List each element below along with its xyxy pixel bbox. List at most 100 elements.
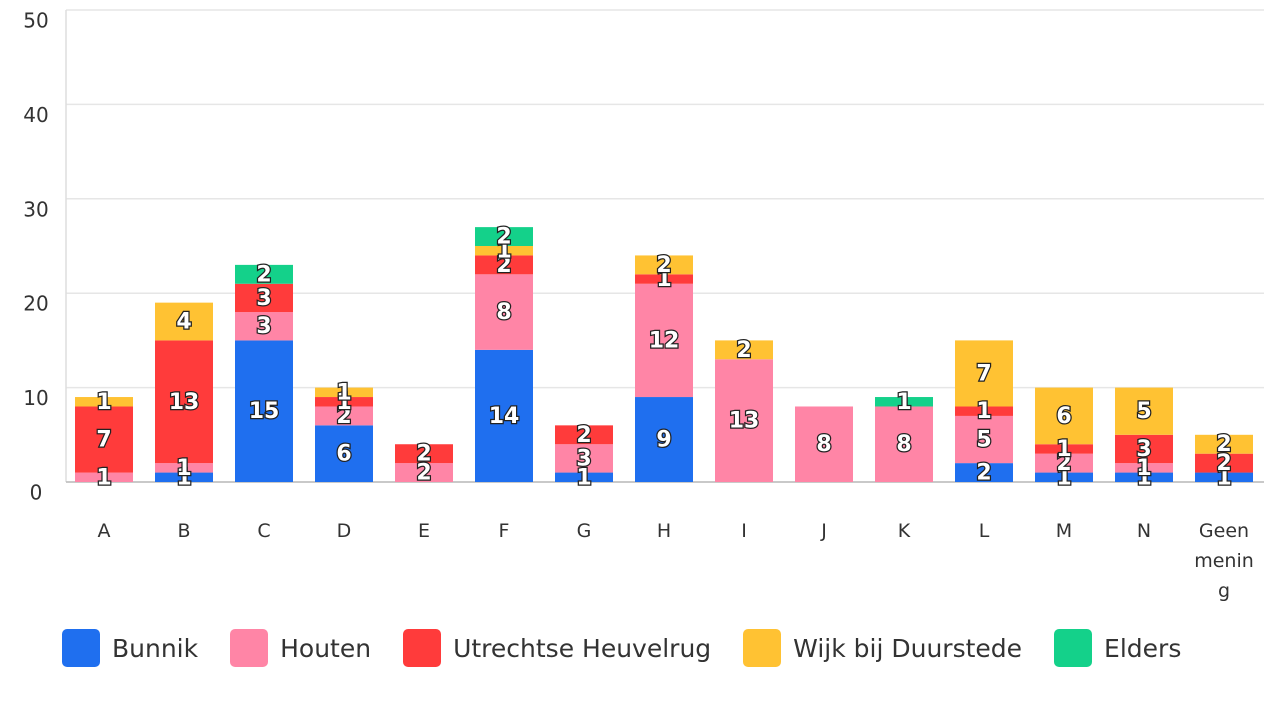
bar-segment [635,397,693,482]
legend: Bunnik Houten Utrechtse Heuvelrug Wijk bij … [62,628,1242,668]
bar-segment [955,463,1013,482]
value-label: 2 [1216,432,1231,457]
value-label: 3 [576,446,591,471]
bar-segment [635,255,693,275]
value-label: 7 [976,361,991,386]
value-label: 1 [1216,465,1231,490]
value-label: 2 [736,338,751,363]
bar-segment [635,274,693,284]
value-label: 2 [416,442,431,467]
x-tick-label: F [498,520,510,542]
bar-segment [235,340,293,482]
x-tick-label: J [821,520,827,542]
value-label: 6 [1056,404,1071,429]
x-tick-label: G [576,520,592,542]
bar-segment [1195,472,1253,482]
bar-segment [1195,434,1253,454]
bar-segment [1195,453,1253,473]
value-label: 1 [1136,456,1151,481]
value-label: 3 [256,314,271,339]
bar-segment [955,415,1013,464]
bar-segment [715,359,773,482]
value-label: 1 [96,465,111,490]
bar-segment [235,283,293,313]
value-label: 1 [176,465,191,490]
value-label: 2 [496,253,511,278]
bar-segment [75,472,133,482]
value-label: 1 [1136,465,1151,490]
value-label: 8 [816,432,831,457]
bar-segment [395,444,453,464]
bar-segment [715,340,773,360]
bar-segment [875,406,933,482]
value-label: 3 [256,286,271,311]
bar-segment [475,246,533,256]
bar-segment [315,406,373,426]
bar-segment [155,340,213,464]
value-label: 9 [656,428,671,453]
y-tick-label: 20 [23,292,48,316]
value-label: 13 [729,409,760,434]
bar-segment [155,472,213,482]
y-tick-label: 50 [23,9,48,33]
legend-swatch [1054,629,1093,667]
bar-segment [555,444,613,473]
value-label: 8 [496,300,511,325]
value-label: 12 [649,328,680,353]
y-tick-label: 30 [23,197,48,221]
bar-segment [1115,463,1173,473]
legend-label: Wijk bij Duurstede [793,633,1023,663]
value-label: 2 [256,262,271,287]
y-tick-label: 40 [23,103,48,127]
x-tick-label: D [336,520,352,542]
bar-segment [1035,387,1093,445]
legend-label: Bunnik [112,633,199,663]
legend-label: Elders [1104,633,1182,663]
x-tick-label: K [897,520,911,542]
value-label: 1 [576,465,591,490]
x-tick-label: I [741,520,747,542]
bar-segment [75,397,133,407]
value-label: 2 [576,423,591,448]
value-label: 5 [976,428,991,453]
bar-segment [795,406,853,482]
value-label: 5 [1136,399,1151,424]
value-label: 1 [1056,437,1071,462]
bar-segment [555,425,613,445]
bar-segment [315,425,373,482]
value-label: 1 [656,267,671,292]
legend-item: Elders [1054,628,1181,668]
bar-segment [75,406,133,473]
x-tick-label: Geen mening [1194,520,1254,602]
bar-segment [315,387,373,398]
value-label: 1 [176,456,191,481]
bar-segment [475,274,533,350]
x-tick-label: N [1136,520,1152,542]
x-tick-label: C [257,520,271,542]
x-tick-label: L [978,520,990,542]
legend-item: Wijk bij Duurstede [743,628,1022,668]
bars [75,227,1253,482]
x-tick-label: B [177,520,191,542]
bar-segment [635,283,693,398]
value-label: 4 [176,310,191,335]
legend-swatch [403,629,442,667]
bar-segment [155,302,213,341]
x-tick-label: H [656,520,672,542]
value-label: 6 [336,442,351,467]
value-label: 2 [416,461,431,486]
x-tick-label: M [1055,520,1073,542]
bar-segment [1115,472,1173,482]
bar-segment [955,406,1013,416]
value-label: 2 [976,461,991,486]
bar-segment [155,463,213,473]
bar-segment [1035,444,1093,454]
bar-segment [235,312,293,341]
legend-item: Utrechtse Heuvelrug [403,628,711,668]
legend-label: Utrechtse Heuvelrug [453,633,712,663]
value-label: 1 [336,390,351,415]
value-label: 1 [896,390,911,415]
